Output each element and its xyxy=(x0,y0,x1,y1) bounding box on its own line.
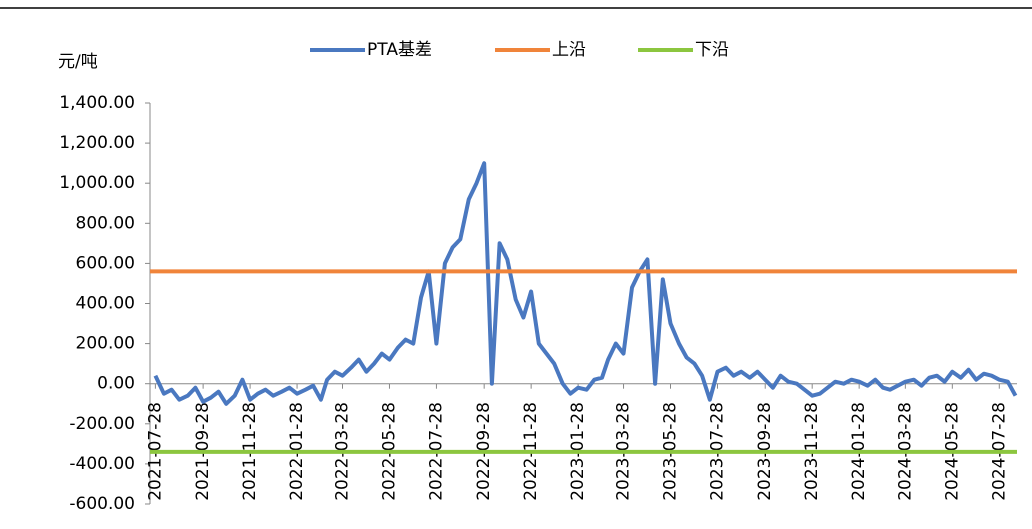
y-tick-label: 200.00 xyxy=(76,334,135,354)
y-tick-label: 800.00 xyxy=(76,213,135,233)
legend-label: PTA基差 xyxy=(367,40,432,60)
y-tick-label: 400.00 xyxy=(76,294,135,314)
y-tick-label: -400.00 xyxy=(69,454,135,474)
legend-label: 下沿 xyxy=(695,40,729,60)
y-tick-label: 1,200.00 xyxy=(59,133,135,153)
y-tick-label: -600.00 xyxy=(69,494,135,514)
legend-label: 上沿 xyxy=(552,40,586,60)
y-axis-label: 元/吨 xyxy=(58,52,98,72)
data-line xyxy=(153,161,1018,406)
y-tick-label: 1,400.00 xyxy=(59,93,135,113)
y-tick-label: -200.00 xyxy=(69,414,135,434)
y-tick-label: 0.00 xyxy=(97,374,135,394)
y-tick-label: 600.00 xyxy=(76,253,135,273)
y-tick-label: 1,000.00 xyxy=(59,173,135,193)
